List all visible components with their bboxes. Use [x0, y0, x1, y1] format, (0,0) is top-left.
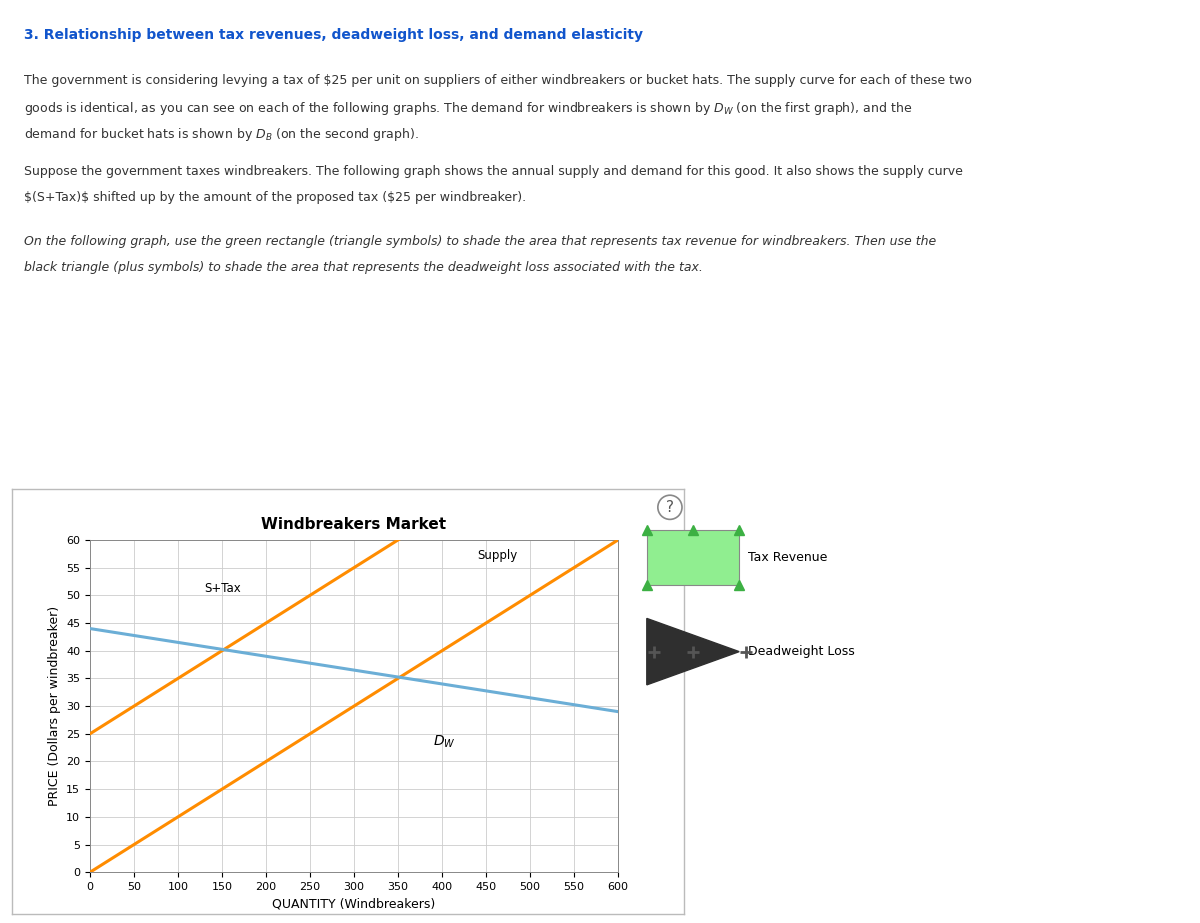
- X-axis label: QUANTITY (Windbreakers): QUANTITY (Windbreakers): [272, 897, 436, 910]
- Text: On the following graph, use the green rectangle (triangle symbols) to shade the : On the following graph, use the green re…: [24, 235, 936, 248]
- Text: $(S+Tax)$ shifted up by the amount of the proposed tax ($25 per windbreaker).: $(S+Tax)$ shifted up by the amount of th…: [24, 191, 526, 204]
- Polygon shape: [647, 618, 739, 685]
- Text: Suppose the government taxes windbreakers. The following graph shows the annual : Suppose the government taxes windbreaker…: [24, 165, 962, 178]
- Text: 3. Relationship between tax revenues, deadweight loss, and demand elasticity: 3. Relationship between tax revenues, de…: [24, 28, 643, 42]
- Text: The government is considering levying a tax of $25 per unit on suppliers of eith: The government is considering levying a …: [24, 74, 972, 87]
- Title: Windbreakers Market: Windbreakers Market: [262, 517, 446, 532]
- Text: Deadweight Loss: Deadweight Loss: [748, 645, 854, 658]
- Text: demand for bucket hats is shown by $D_B$ (on the second graph).: demand for bucket hats is shown by $D_B$…: [24, 126, 419, 142]
- Text: black triangle (plus symbols) to shade the area that represents the deadweight l: black triangle (plus symbols) to shade t…: [24, 261, 703, 274]
- FancyBboxPatch shape: [647, 530, 739, 585]
- Text: $D_W$: $D_W$: [433, 734, 456, 750]
- Text: Supply: Supply: [478, 549, 517, 562]
- Y-axis label: PRICE (Dollars per windbreaker): PRICE (Dollars per windbreaker): [48, 606, 60, 806]
- Text: Tax Revenue: Tax Revenue: [748, 551, 827, 564]
- Text: ?: ?: [666, 500, 674, 515]
- Text: goods is identical, as you can see on each of the following graphs. The demand f: goods is identical, as you can see on ea…: [24, 100, 912, 116]
- Text: S+Tax: S+Tax: [204, 582, 241, 595]
